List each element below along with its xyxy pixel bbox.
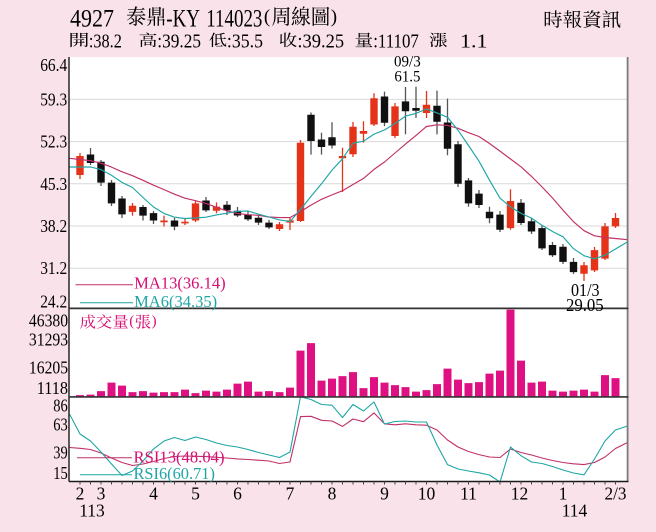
svg-text:8: 8 <box>328 484 337 504</box>
svg-text:1: 1 <box>559 484 568 504</box>
svg-text:-KY: -KY <box>166 4 200 33</box>
svg-text::38.2: :38.2 <box>89 32 122 53</box>
svg-text:46380: 46380 <box>29 311 68 331</box>
svg-text:113: 113 <box>79 501 105 521</box>
svg-text:7: 7 <box>286 484 295 504</box>
svg-text:MA13(36.14): MA13(36.14) <box>134 274 226 293</box>
svg-text:114: 114 <box>562 501 588 521</box>
svg-text:RSI6(60.71): RSI6(60.71) <box>134 464 215 483</box>
svg-text:RSI13(48.04): RSI13(48.04) <box>134 447 225 466</box>
svg-text:38.2: 38.2 <box>40 216 67 236</box>
svg-text:15: 15 <box>53 463 68 483</box>
svg-text:29.05: 29.05 <box>566 295 604 315</box>
svg-text:63: 63 <box>53 415 68 435</box>
svg-text:59.3: 59.3 <box>40 89 67 109</box>
svg-text:4: 4 <box>149 484 158 504</box>
svg-text:5: 5 <box>191 484 200 504</box>
svg-text:39: 39 <box>53 443 68 463</box>
svg-text:11: 11 <box>460 484 477 504</box>
svg-text:4927: 4927 <box>70 4 114 33</box>
svg-text::39.25: :39.25 <box>297 32 344 53</box>
svg-text:1118: 1118 <box>37 378 68 398</box>
svg-text:52.3: 52.3 <box>40 132 67 152</box>
svg-text:61.5: 61.5 <box>394 68 420 85</box>
svg-text:10: 10 <box>418 484 436 504</box>
svg-text:MA6(34.35): MA6(34.35) <box>134 292 217 311</box>
svg-text:2/3: 2/3 <box>605 484 627 504</box>
svg-text:31293: 31293 <box>29 330 68 350</box>
svg-text:1.1: 1.1 <box>460 32 488 53</box>
svg-text:24.2: 24.2 <box>40 292 67 312</box>
svg-text:12: 12 <box>511 484 529 504</box>
svg-text:16205: 16205 <box>29 358 68 378</box>
svg-text:3: 3 <box>97 484 106 504</box>
svg-text:66.4: 66.4 <box>40 55 67 75</box>
svg-text:2: 2 <box>76 484 85 504</box>
svg-text:45.3: 45.3 <box>40 174 67 194</box>
svg-text::35.5: :35.5 <box>227 32 263 53</box>
svg-text:114023: 114023 <box>206 4 262 33</box>
svg-text:31.2: 31.2 <box>40 258 67 278</box>
svg-text:86: 86 <box>53 395 68 415</box>
svg-text:09/3: 09/3 <box>394 53 421 70</box>
svg-text::11107: :11107 <box>373 32 419 53</box>
svg-text:01/3: 01/3 <box>571 280 600 300</box>
svg-text::39.25: :39.25 <box>157 32 201 53</box>
svg-text:(: ( <box>264 7 270 28</box>
svg-text:): ) <box>331 7 337 28</box>
svg-text:6: 6 <box>233 484 242 504</box>
svg-text:): ) <box>152 314 157 330</box>
svg-text:9: 9 <box>380 484 389 504</box>
svg-text:(: ( <box>129 314 134 330</box>
